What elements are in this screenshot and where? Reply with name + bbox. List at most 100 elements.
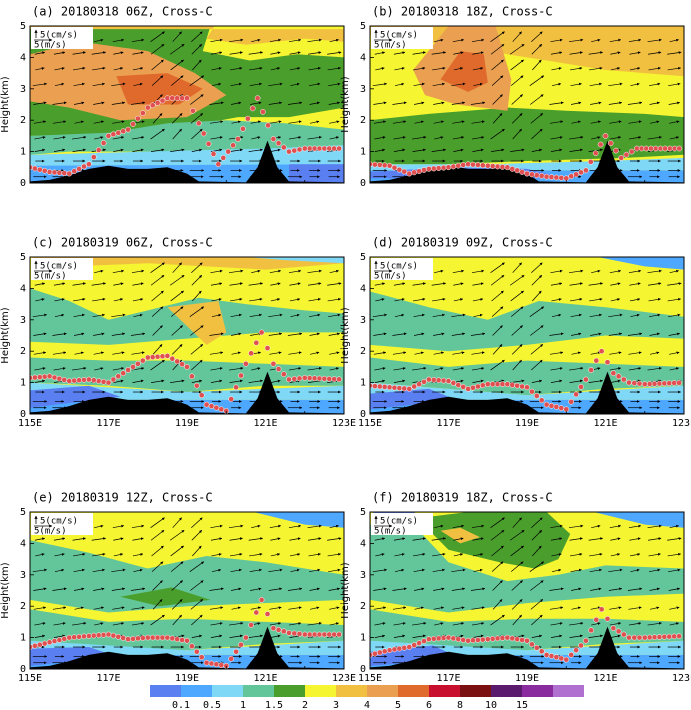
pblh-point bbox=[321, 375, 328, 382]
contour-region bbox=[30, 540, 344, 613]
pblh-point bbox=[331, 145, 338, 152]
pblh-point bbox=[548, 653, 555, 659]
pblh-point bbox=[489, 635, 496, 642]
x-tick-label: 123E bbox=[332, 418, 356, 429]
pblh-point bbox=[465, 637, 471, 644]
pblh-point bbox=[553, 654, 560, 661]
pblh-point bbox=[529, 388, 535, 395]
y-tick-label: 2 bbox=[20, 115, 26, 126]
y-tick-label: 0 bbox=[20, 409, 26, 420]
pblh-point bbox=[260, 108, 266, 115]
pblh-point bbox=[275, 366, 282, 372]
pblh-point bbox=[193, 382, 200, 389]
pblh-point bbox=[125, 126, 131, 133]
pblh-point bbox=[316, 375, 323, 382]
pblh-point bbox=[169, 95, 176, 102]
boundary-layer-height bbox=[370, 133, 683, 182]
panel-title: (c) 20180319 06Z, Cross-C bbox=[32, 236, 213, 250]
pblh-point bbox=[86, 161, 92, 168]
x-tick-label: 119E bbox=[175, 418, 199, 429]
pblh-point bbox=[475, 383, 481, 390]
pblh-point bbox=[381, 162, 388, 169]
colorbar-label: 0.1 bbox=[172, 700, 190, 710]
pblh-point bbox=[218, 406, 225, 413]
terrain bbox=[30, 371, 344, 414]
pblh-point bbox=[628, 148, 635, 155]
contour-region bbox=[417, 512, 571, 569]
pblh-point bbox=[193, 648, 200, 655]
pblh-point bbox=[110, 131, 117, 138]
contour-region bbox=[253, 512, 344, 528]
pblh-point bbox=[411, 169, 418, 176]
pblh-point bbox=[435, 165, 442, 171]
pblh-point bbox=[631, 634, 638, 641]
pblh-point bbox=[225, 148, 232, 155]
pblh-point bbox=[203, 659, 210, 666]
pblh-point bbox=[533, 644, 540, 651]
pblh-point bbox=[470, 637, 476, 644]
x-tick-label: 115E bbox=[358, 673, 382, 684]
pblh-point bbox=[406, 170, 413, 177]
colorbar-label: 2 bbox=[302, 700, 308, 710]
pblh-point bbox=[258, 329, 265, 336]
pblh-point bbox=[558, 405, 565, 411]
y-tick-label: 0 bbox=[360, 178, 366, 189]
pblh-point bbox=[130, 364, 136, 370]
pblh-point bbox=[306, 631, 313, 638]
pblh-point bbox=[475, 637, 481, 643]
pblh-point bbox=[376, 383, 383, 390]
contour-region bbox=[370, 524, 684, 613]
boundary-layer-height bbox=[30, 597, 342, 669]
pblh-point bbox=[230, 142, 236, 149]
pblh-point bbox=[296, 375, 303, 382]
pblh-point bbox=[509, 166, 516, 172]
pblh-point bbox=[553, 174, 560, 181]
x-tick-label: 117E bbox=[436, 673, 460, 684]
ref-vertical-label: 5(cm/s) bbox=[40, 31, 78, 41]
pblh-point bbox=[563, 656, 570, 663]
boundary-layer-height bbox=[370, 606, 682, 663]
pblh-point bbox=[243, 360, 249, 367]
pblh-point bbox=[568, 652, 575, 658]
y-tick-label: 1 bbox=[360, 147, 366, 158]
ref-horizontal-label: 5(m/s) bbox=[374, 272, 407, 282]
pblh-point bbox=[598, 348, 605, 355]
pblh-point bbox=[86, 633, 92, 639]
contour-region bbox=[597, 257, 684, 270]
colorbar-label: 5 bbox=[395, 700, 401, 710]
panel-title: (e) 20180319 12Z, Cross-C bbox=[32, 491, 213, 505]
panel-title: (d) 20180319 09Z, Cross-C bbox=[372, 236, 553, 250]
pblh-point bbox=[641, 381, 648, 388]
pblh-point bbox=[125, 367, 131, 373]
pblh-point bbox=[618, 155, 625, 161]
pblh-point bbox=[626, 379, 632, 386]
pblh-point bbox=[401, 385, 408, 392]
pblh-point bbox=[179, 637, 185, 643]
pblh-point bbox=[139, 635, 146, 641]
x-tick-label: 123E bbox=[672, 418, 691, 429]
pblh-point bbox=[533, 172, 540, 179]
pblh-point bbox=[588, 367, 594, 373]
pblh-point bbox=[643, 145, 650, 152]
pblh-point bbox=[421, 378, 427, 385]
contour-region bbox=[245, 257, 344, 264]
pblh-point bbox=[386, 384, 393, 391]
x-tick-label: 119E bbox=[515, 418, 539, 429]
ref-horizontal-label: 5(m/s) bbox=[34, 41, 67, 51]
pblh-point bbox=[568, 173, 575, 180]
pblh-point bbox=[233, 384, 239, 391]
pblh-point bbox=[36, 641, 43, 648]
colorbar-label: 8 bbox=[457, 700, 463, 710]
contour-region bbox=[370, 291, 684, 352]
pblh-point bbox=[421, 638, 427, 644]
contour-region bbox=[30, 257, 344, 270]
y-axis-label: Height(km) bbox=[0, 562, 11, 618]
colorbar-label: 6 bbox=[426, 700, 432, 710]
colorbar-swatch bbox=[336, 685, 367, 697]
pblh-point bbox=[440, 164, 447, 171]
pblh-point bbox=[465, 161, 471, 168]
pblh-point bbox=[430, 635, 437, 642]
pblh-point bbox=[646, 634, 653, 641]
pblh-point bbox=[198, 392, 205, 399]
terrain bbox=[370, 626, 684, 669]
